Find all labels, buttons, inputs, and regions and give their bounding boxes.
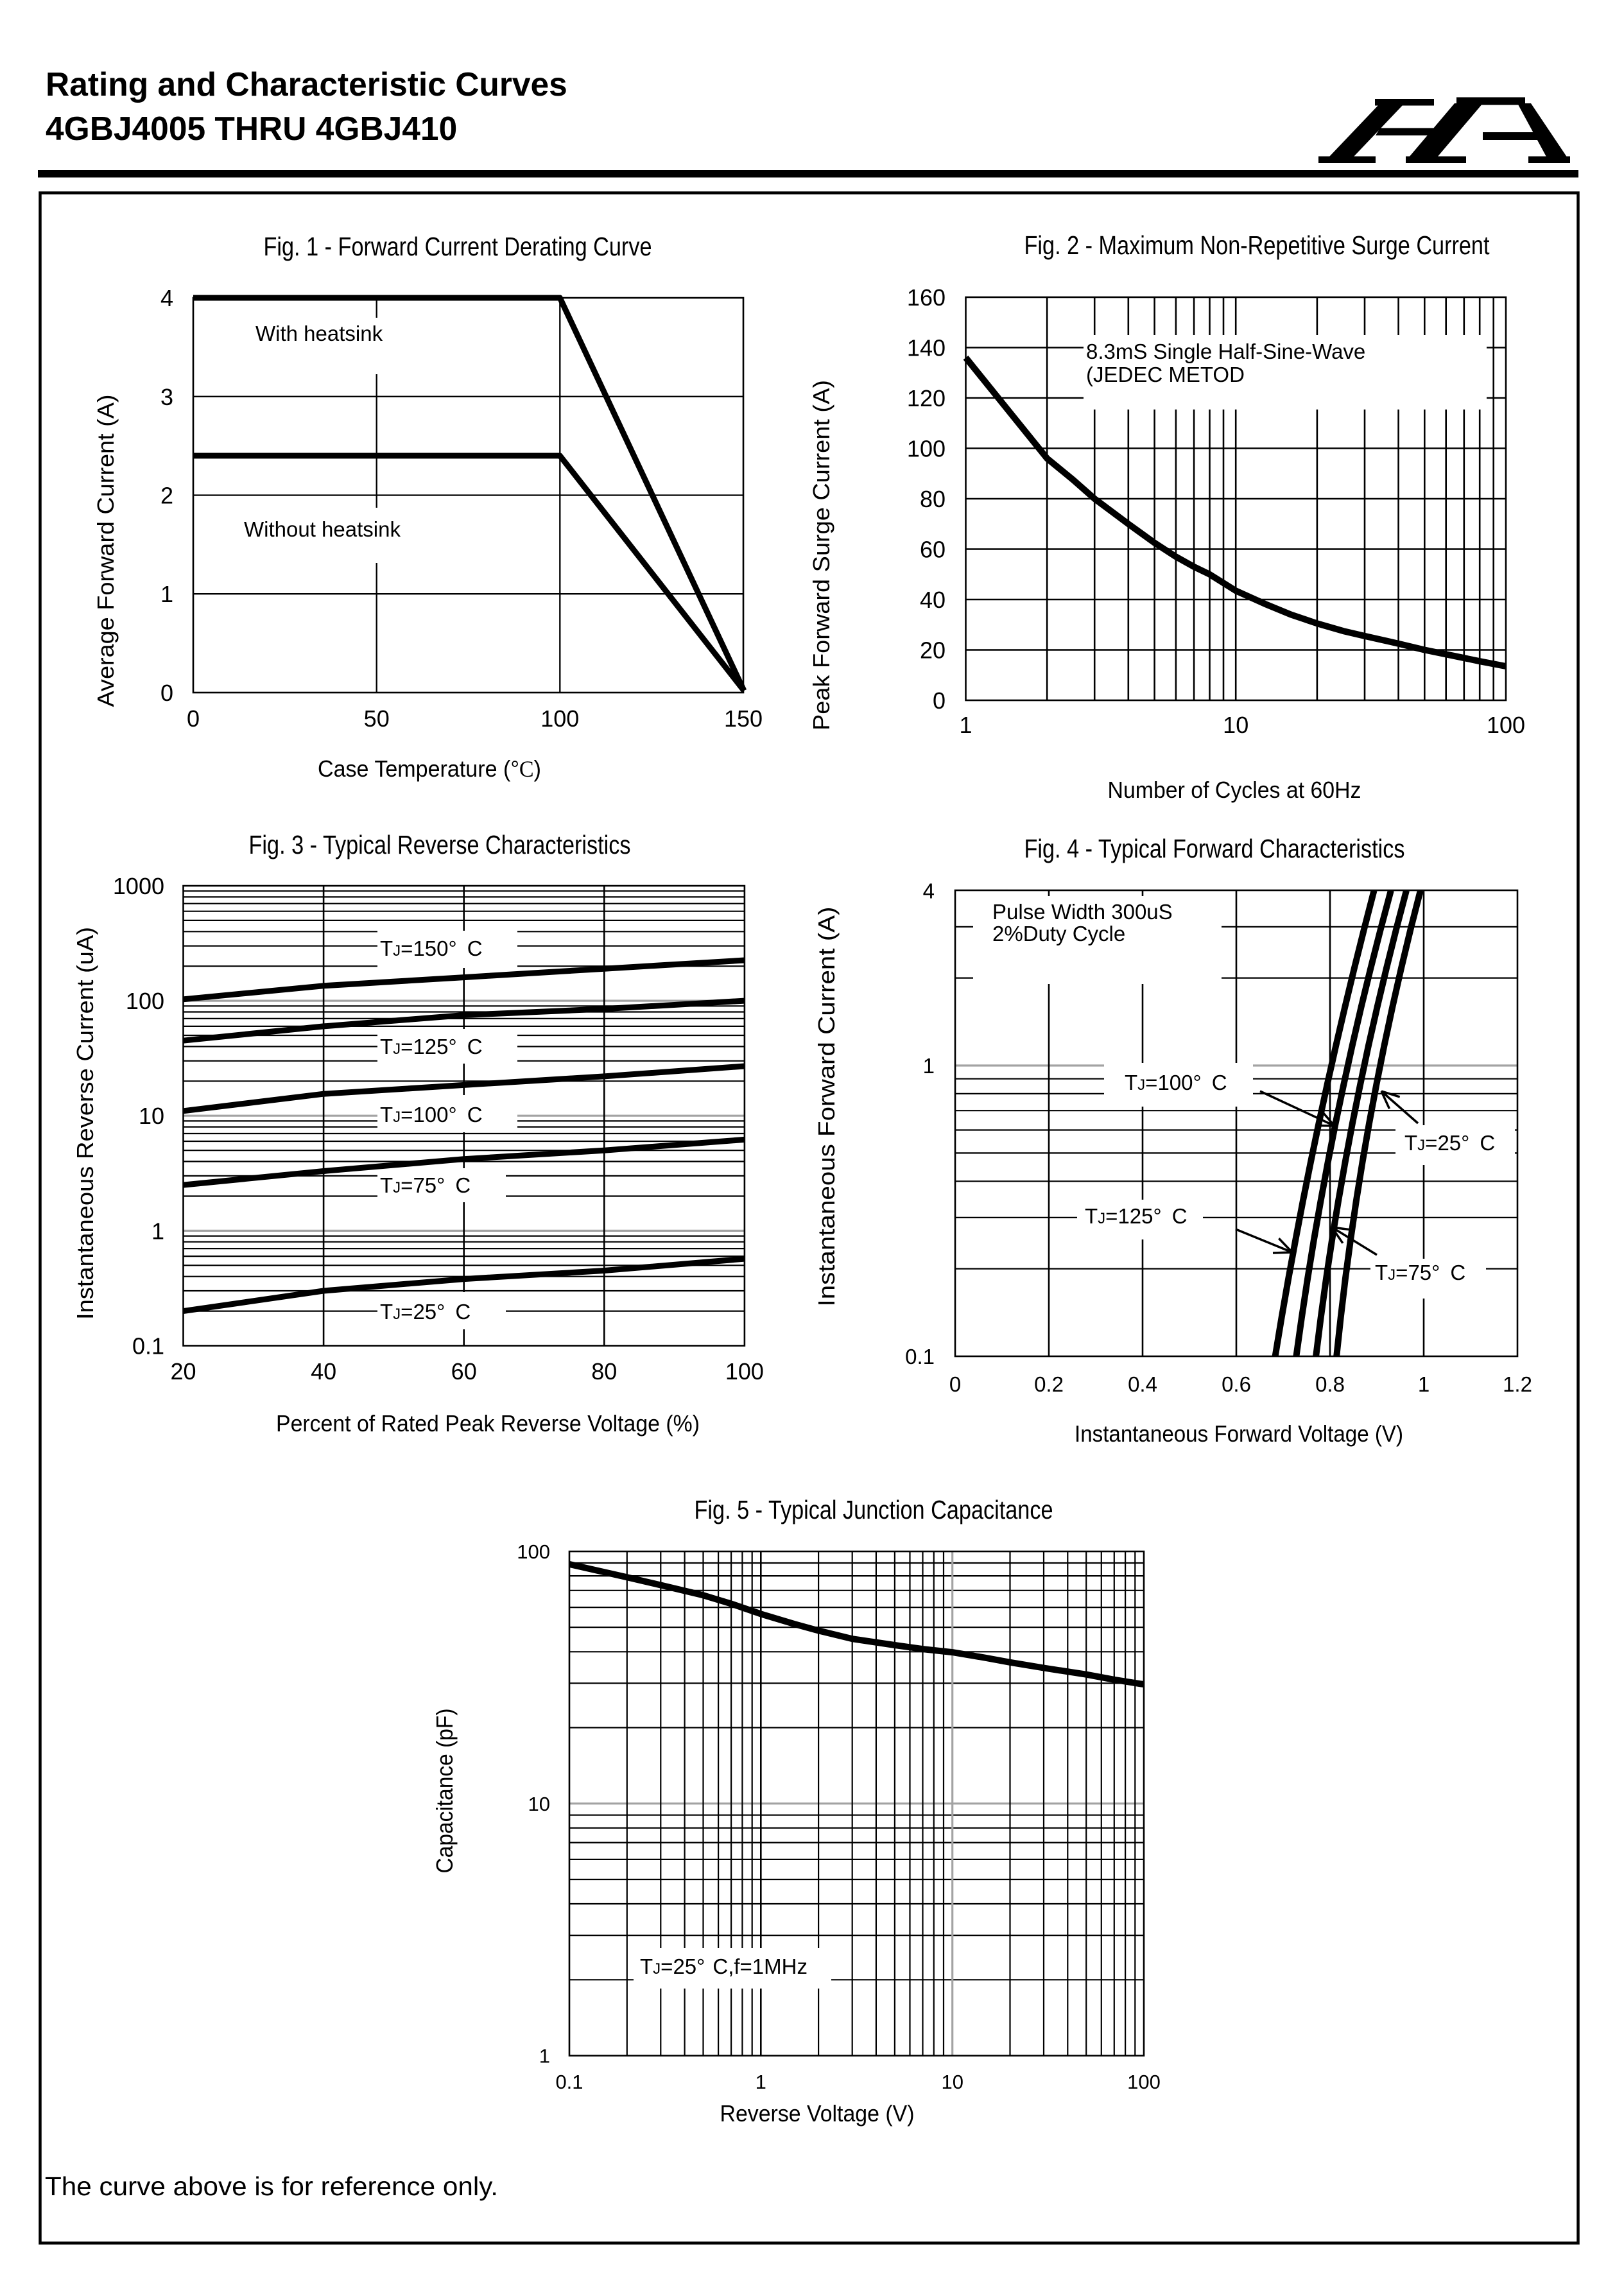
svg-text:0: 0 [933,687,946,714]
svg-text:1: 1 [959,712,972,738]
svg-text:Number of Cycles at 60Hz: Number of Cycles at 60Hz [1108,777,1361,803]
svg-text:160: 160 [907,284,946,311]
svg-text:120: 120 [907,385,946,411]
svg-text:Reverse Voltage (V): Reverse Voltage (V) [720,2100,915,2127]
svg-text:10: 10 [528,1793,550,1815]
svg-text:20: 20 [920,637,946,664]
svg-text:Fig. 1 - Forward Current Derat: Fig. 1 - Forward Current Derating Curve [264,232,652,261]
svg-text:20: 20 [170,1358,196,1385]
svg-text:0: 0 [187,705,200,732]
svg-text:100: 100 [725,1358,764,1385]
svg-text:60: 60 [920,537,946,563]
svg-text:0.4: 0.4 [1128,1372,1157,1396]
svg-text:3: 3 [160,384,173,410]
svg-text:100: 100 [1487,712,1525,738]
svg-text:1: 1 [160,581,173,607]
svg-text:4GBJ4005 THRU 4GBJ410: 4GBJ4005 THRU 4GBJ410 [46,110,457,147]
svg-text:1: 1 [151,1218,164,1244]
svg-text:150: 150 [724,705,763,732]
svg-text:0.2: 0.2 [1034,1372,1064,1396]
svg-text:1.2: 1.2 [1503,1372,1532,1396]
svg-text:Case Temperature (°C): Case Temperature (°C) [318,755,541,782]
svg-text:Pulse Width 300uS: Pulse Width 300uS [992,900,1173,924]
svg-text:Capacitance (pF): Capacitance (pF) [431,1709,458,1874]
svg-text:2: 2 [160,483,173,509]
svg-text:Peak Forward Surge Current (A): Peak Forward Surge Current (A) [808,380,834,730]
svg-text:0.8: 0.8 [1315,1372,1345,1396]
svg-text:Average Forward Current (A): Average Forward Current (A) [92,395,119,707]
svg-text:4: 4 [160,285,173,311]
svg-text:50: 50 [364,705,390,732]
svg-text:Rating and Characteristic Curv: Rating and Characteristic Curves [46,65,567,103]
svg-text:1: 1 [539,2045,550,2067]
svg-text:0.1: 0.1 [555,2071,583,2093]
svg-text:10: 10 [139,1103,164,1129]
svg-text:8.3mS Single Half-Sine-Wave: 8.3mS Single Half-Sine-Wave [1086,340,1365,363]
svg-text:Fig. 3 - Typical Reverse Chara: Fig. 3 - Typical Reverse Characteristics [249,830,631,859]
svg-text:40: 40 [311,1358,336,1385]
svg-text:60: 60 [451,1358,477,1385]
svg-text:0.6: 0.6 [1222,1372,1251,1396]
svg-text:100: 100 [517,1541,550,1563]
svg-text:TJ=25°C,f=1MHz: TJ=25° C,f=1MHz [640,1955,808,1978]
svg-text:Instantaneous Reverse Current: Instantaneous Reverse Current (uA) [72,927,98,1320]
svg-text:Fig. 4 - Typical Forward Chara: Fig. 4 - Typical Forward Characteristics [1024,834,1405,863]
svg-text:100: 100 [1127,2071,1161,2093]
svg-text:0: 0 [160,680,173,706]
svg-text:The curve above is for referen: The curve above is for reference only. [45,2171,498,2201]
svg-text:Percent of Rated Peak Reverse: Percent of Rated Peak Reverse Voltage (%… [276,1410,700,1437]
svg-text:80: 80 [591,1358,617,1385]
svg-text:40: 40 [920,587,946,613]
svg-text:Instantaneous Forward Current: Instantaneous Forward Current (A) [813,907,840,1307]
svg-text:100: 100 [907,436,946,462]
svg-text:10: 10 [1223,712,1248,738]
svg-text:4: 4 [923,879,935,902]
svg-text:100: 100 [126,988,164,1014]
svg-text:10: 10 [941,2071,963,2093]
svg-text:1: 1 [756,2071,766,2093]
svg-text:1000: 1000 [113,873,164,899]
svg-text:1: 1 [923,1054,935,1078]
svg-text:TJ=25°C: TJ=25° C [1404,1131,1495,1155]
svg-text:With heatsink: With heatsink [255,322,383,345]
svg-text:2%Duty Cycle: 2%Duty Cycle [992,922,1125,945]
svg-text:0.1: 0.1 [132,1333,164,1359]
svg-text:100: 100 [540,705,579,732]
svg-text:Without heatsink: Without heatsink [244,517,401,541]
svg-text:140: 140 [907,335,946,361]
svg-text:0: 0 [949,1372,961,1396]
svg-text:Instantaneous Forward Voltage: Instantaneous Forward Voltage (V) [1075,1420,1403,1447]
svg-text:Fig. 5 - Typical Junction Capa: Fig. 5 - Typical Junction Capacitance [695,1495,1053,1524]
svg-text:0.1: 0.1 [905,1345,935,1368]
svg-text:Fig. 2 - Maximum Non-Repetitiv: Fig. 2 - Maximum Non-Repetitive Surge Cu… [1024,230,1490,260]
svg-text:80: 80 [920,486,946,512]
svg-text:(JEDEC METOD: (JEDEC METOD [1086,363,1245,386]
svg-text:1: 1 [1418,1372,1430,1396]
